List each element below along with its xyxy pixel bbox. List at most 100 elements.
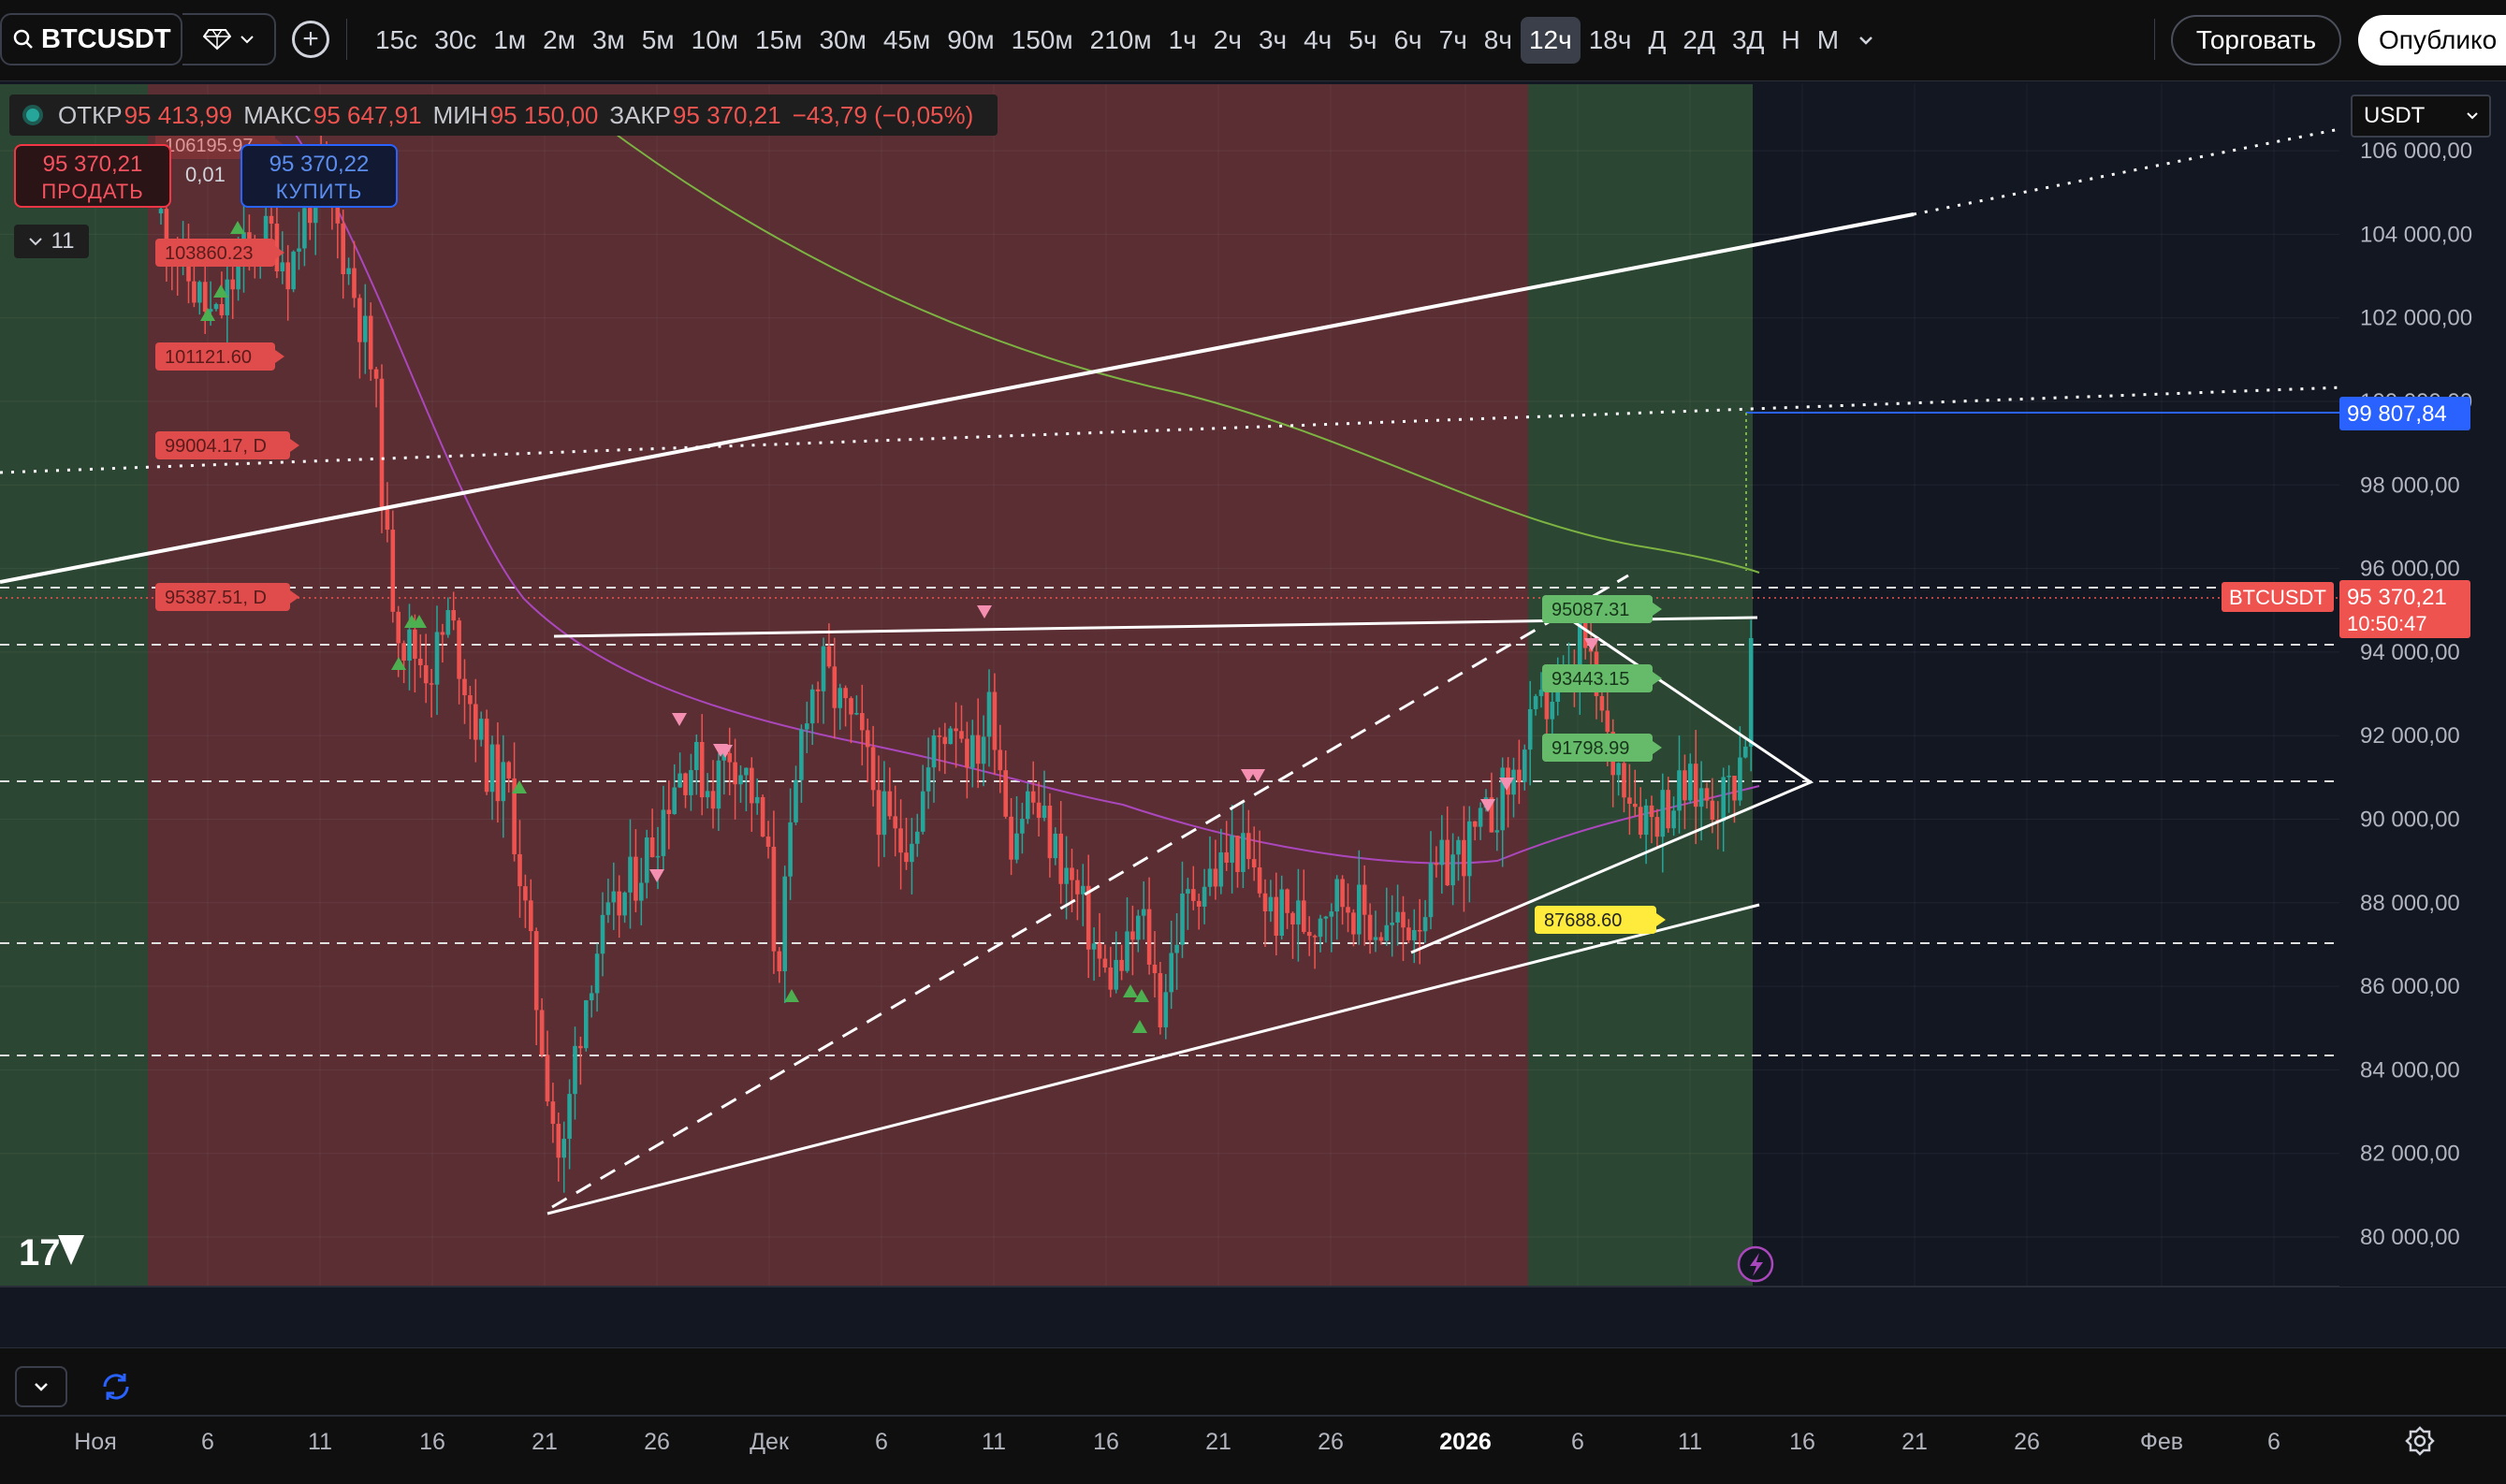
candle-down [1102, 958, 1108, 968]
interval-option[interactable]: 210м [1089, 25, 1152, 54]
interval-option[interactable]: 7ч [1438, 25, 1467, 54]
interval-option[interactable]: 3Д [1731, 25, 1765, 54]
time-tick-label: 16 [419, 1429, 445, 1455]
candle-down [517, 853, 522, 887]
interval-option[interactable]: 12ч [1520, 17, 1581, 64]
interval-option[interactable]: 1м [493, 25, 527, 54]
candle-down [1302, 900, 1306, 932]
interval-option[interactable]: 90м [947, 25, 995, 54]
gear-icon[interactable] [2403, 1424, 2437, 1458]
alert-price-tag [2339, 397, 2470, 430]
candle-down [1367, 914, 1373, 940]
interval-option[interactable]: 15с [375, 25, 418, 54]
candle-down [1588, 647, 1594, 652]
candle-up [1428, 863, 1434, 918]
candle-up [661, 809, 666, 856]
candle-down [893, 816, 897, 829]
candle-down [937, 735, 942, 737]
symbol-price-tag-text: BTCUSDT [2229, 586, 2326, 609]
buy-signal-marker [1134, 989, 1149, 1002]
candle-down [401, 643, 406, 662]
interval-option[interactable]: Д [1648, 25, 1667, 54]
candle-down [1047, 806, 1053, 859]
candle-down [1070, 867, 1074, 880]
green-level-label-bg [1542, 734, 1653, 762]
candle-up [1677, 770, 1682, 811]
candle-down [1417, 929, 1422, 932]
interval-option[interactable]: 10м [691, 25, 739, 54]
candle-down [876, 790, 881, 836]
candle-up [805, 723, 809, 730]
interval-option[interactable]: 30м [819, 25, 867, 54]
candle-down [870, 747, 876, 791]
candle-down [484, 719, 489, 793]
interval-option[interactable]: 150м [1011, 25, 1073, 54]
time-tick-label: 21 [1205, 1429, 1231, 1455]
indicators-collapse-button[interactable]: 11 [14, 225, 89, 258]
interval-option[interactable]: 2м [543, 25, 576, 54]
candle-up [1738, 757, 1742, 801]
interval-option[interactable]: 18ч [1588, 25, 1632, 54]
price-tick-label: 96 000,00 [2360, 557, 2460, 582]
lightning-icon[interactable] [1737, 1245, 1774, 1283]
buy-button[interactable]: 95 370,22 КУПИТЬ [240, 144, 398, 208]
indicators-button[interactable] [182, 13, 276, 65]
interval-option[interactable]: 30с [434, 25, 477, 54]
interval-option[interactable]: М [1816, 25, 1840, 54]
sync-icon[interactable] [97, 1368, 135, 1405]
candle-down [523, 886, 528, 901]
candle-down [1340, 879, 1345, 908]
candle-up [672, 787, 677, 815]
candle-up [1494, 830, 1500, 833]
time-tick-label: 11 [1678, 1429, 1702, 1455]
candle-down [1146, 909, 1152, 965]
candle-up [1207, 868, 1213, 887]
currency-select[interactable]: USDT [2351, 95, 2491, 138]
interval-option[interactable]: 1ч [1168, 25, 1197, 54]
candle-down [556, 1124, 561, 1158]
candle-down [1654, 817, 1660, 837]
candle-down [1445, 839, 1450, 886]
interval-option[interactable]: 2Д [1683, 25, 1715, 54]
candle-up [881, 791, 887, 836]
interval-option[interactable]: Н [1781, 25, 1800, 54]
price-chart[interactable]: 106195.97 103860.23 101121.60 99004.17, D 95… [0, 81, 2506, 1373]
candle-down [954, 728, 958, 732]
interval-option[interactable]: 8ч [1483, 25, 1512, 54]
interval-option[interactable]: 6ч [1393, 25, 1422, 54]
candle-up [1296, 900, 1301, 924]
candle-down [1362, 884, 1367, 915]
trade-button[interactable]: Торговать [2171, 15, 2341, 65]
interval-option[interactable]: 3ч [1258, 25, 1288, 54]
candle-up [622, 892, 627, 916]
sell-signal-marker [1499, 778, 1514, 791]
interval-option[interactable]: 3м [591, 25, 625, 54]
time-tick-label: 16 [1093, 1429, 1119, 1455]
candle-up [639, 882, 644, 901]
interval-option[interactable]: 5м [641, 25, 675, 54]
compare-add-button[interactable]: + [292, 21, 329, 58]
green-level-label-bg [1542, 595, 1653, 623]
interval-option[interactable]: 4ч [1304, 25, 1333, 54]
candle-up [1241, 833, 1246, 872]
interval-more-button[interactable] [1847, 17, 1885, 64]
sell-button[interactable]: 95 370,21 ПРОДАТЬ [14, 144, 171, 208]
interval-option[interactable]: 5ч [1348, 25, 1377, 54]
interval-option[interactable]: 45м [882, 25, 931, 54]
red-level-label: 103860.23 [155, 239, 284, 267]
candle-up [1390, 923, 1394, 925]
interval-option[interactable]: 2ч [1213, 25, 1242, 54]
interval-option[interactable]: 15м [755, 25, 803, 54]
candle-down [285, 262, 290, 290]
candle-up [1500, 767, 1505, 831]
time-axis[interactable]: Ноя 6 11 16 21 26 Дек 6 11 16 21 26 2026 6 11 16 21 26 Фев… [0, 1348, 2506, 1479]
candle-up [1064, 867, 1069, 884]
panel-collapse-button[interactable] [15, 1366, 67, 1407]
symbol-search[interactable]: BTCUSDT [0, 13, 182, 65]
publish-button[interactable]: Опублико [2358, 15, 2506, 65]
last-price-text: 95 370,21 [2347, 585, 2447, 610]
red-level-label-pointer [290, 590, 299, 604]
red-level-label-text: 103860.23 [165, 243, 254, 264]
candle-up [584, 1000, 589, 1049]
